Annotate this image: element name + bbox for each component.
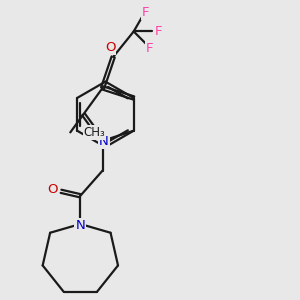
Text: F: F — [146, 42, 153, 55]
Text: O: O — [105, 40, 115, 54]
Text: CH₃: CH₃ — [84, 126, 105, 139]
Text: N: N — [76, 219, 85, 232]
Text: F: F — [154, 25, 162, 38]
Text: O: O — [47, 183, 57, 196]
Text: F: F — [142, 6, 150, 19]
Text: N: N — [99, 135, 109, 148]
